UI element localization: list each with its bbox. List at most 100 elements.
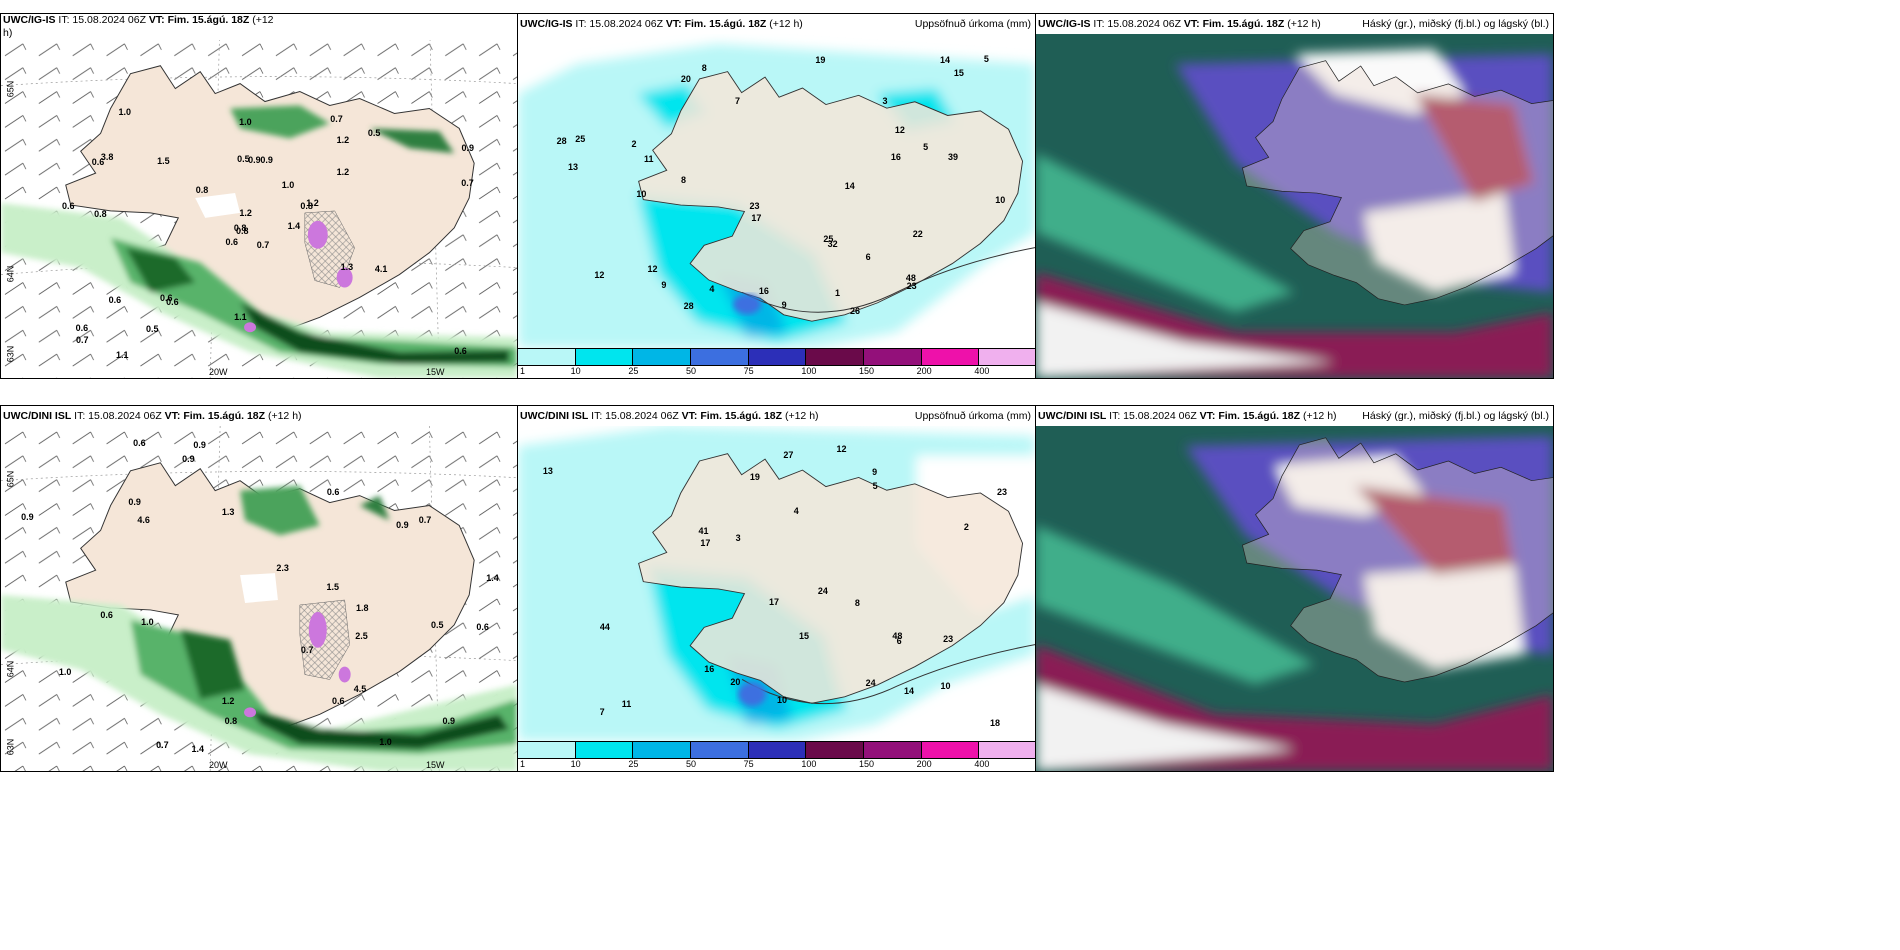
value-label: 0.9 [21, 512, 34, 523]
value-label: 12 [594, 270, 605, 281]
value-label: 17 [769, 597, 780, 608]
lat-label: 64N [5, 265, 16, 283]
colorbar-tick-label: 150 [859, 759, 875, 769]
value-label: 0.8 [236, 225, 249, 236]
value-label: 0.5 [367, 128, 381, 139]
value-label: 0.6 [61, 201, 75, 212]
colorbar-tick-label: 1 [520, 366, 526, 376]
colorbar-tick-label: 75 [743, 759, 754, 769]
lead-time: (+12 h) [769, 18, 803, 30]
value-label: 16 [704, 664, 715, 675]
colorbar-swatch [633, 741, 691, 759]
value-label: 0.9 [128, 497, 141, 508]
value-label: 5 [872, 480, 878, 491]
lat-label: 65N [5, 80, 16, 98]
lead-time: (+12 [252, 14, 274, 26]
value-label: 1.0 [281, 179, 295, 190]
value-label: 9 [872, 467, 878, 478]
value-label: 0.9 [461, 143, 475, 154]
value-label: 28 [556, 135, 567, 146]
issue-time: IT: 15.08.2024 06Z [1093, 18, 1181, 30]
value-label: 1.4 [191, 743, 204, 754]
lat-label: 63N [5, 345, 16, 363]
value-label: 1.2 [336, 135, 350, 146]
value-label: 10 [636, 189, 647, 200]
issue-time: IT: 15.08.2024 06Z [74, 410, 162, 422]
valid-time: VT: Fim. 15.ágú. 18Z [1183, 18, 1285, 30]
precip-map[interactable] [518, 426, 1035, 741]
value-label: 2.3 [276, 563, 289, 574]
value-label: 7 [599, 707, 605, 718]
value-label: 1.2 [336, 167, 350, 177]
value-label: 44 [599, 621, 610, 632]
colorbar-tick-label: 100 [801, 759, 817, 769]
value-label: 2 [631, 138, 637, 149]
value-label: 0.7 [330, 113, 343, 124]
colorbar-tick-label: 50 [686, 759, 697, 769]
issue-time: IT: 15.08.2024 06Z [58, 14, 146, 26]
value-label: 26 [849, 306, 860, 317]
value-label: 6 [865, 252, 871, 263]
value-label: 0.6 [166, 297, 179, 308]
model-name: UWC/DINI ISL [520, 410, 589, 422]
value-label: 18 [990, 717, 1001, 728]
colorbar-swatch [806, 741, 864, 759]
value-label: 10 [777, 694, 788, 705]
colorbar-tick-label: 1 [520, 759, 526, 769]
value-label: 0.5 [237, 154, 250, 165]
lat-label: 65N [5, 470, 16, 488]
lat-label: 63N [5, 738, 16, 756]
value-label: 0.9 [182, 454, 195, 465]
colorbar-swatch [518, 348, 576, 366]
value-label: 4.6 [137, 514, 150, 525]
wind-map[interactable] [1, 426, 517, 771]
value-label: 1.5 [326, 581, 339, 592]
value-label: 39 [948, 152, 959, 163]
panel-top-wind: UWC/IG-IS IT: 15.08.2024 06Z VT: Fim. 15… [0, 13, 518, 379]
valid-time: VT: Fim. 15.ágú. 18Z [148, 14, 250, 26]
value-label: 6 [896, 636, 902, 647]
panel-title: Uppsöfnuð úrkoma (mm) [914, 410, 1031, 422]
wind-map[interactable] [1, 14, 517, 378]
value-label: 1.4 [287, 220, 301, 231]
panel-header: UWC/DINI ISL IT: 15.08.2024 06Z VT: Fim.… [1, 406, 517, 426]
value-label: 1.0 [379, 736, 392, 747]
colorbar-tick-label: 200 [916, 759, 932, 769]
value-label: 15 [798, 631, 809, 642]
value-label: 17 [751, 213, 762, 224]
colorbar-tick-label: 25 [628, 759, 639, 769]
value-label: 1.1 [234, 311, 247, 322]
colorbar-swatch [864, 741, 922, 759]
value-label: 0.6 [133, 438, 146, 449]
value-label: 0.7 [461, 178, 474, 189]
colorbar-swatch [691, 741, 749, 759]
model-name: UWC/IG-IS [3, 14, 56, 26]
value-label: 48 [892, 631, 903, 642]
value-label: 0.6 [108, 294, 122, 305]
value-label: 0.6 [159, 293, 173, 304]
value-label: 23 [749, 200, 760, 211]
valid-time: VT: Fim. 15.ágú. 18Z [164, 410, 266, 422]
colorbar-swatch [748, 741, 807, 759]
value-label: 10 [995, 194, 1006, 205]
value-label: 2 [963, 522, 969, 533]
cloud-map[interactable] [1036, 34, 1553, 378]
value-label: 0.7 [300, 645, 314, 656]
value-label: 25 [575, 133, 586, 144]
colorbar-tick-label: 150 [859, 366, 875, 376]
cloud-map[interactable] [1036, 426, 1553, 771]
value-label: 0.8 [300, 200, 313, 211]
panel-top-precip: UWC/IG-IS IT: 15.08.2024 06Z VT: Fim. 15… [517, 13, 1036, 379]
lon-label: 15W [426, 760, 445, 770]
value-label: 5 [983, 54, 989, 65]
value-label: 0.9 [442, 716, 455, 727]
issue-time: IT: 15.08.2024 06Z [591, 410, 679, 422]
panel-header: UWC/DINI ISL IT: 15.08.2024 06Z VT: Fim.… [1036, 406, 1553, 426]
value-label: 1.8 [355, 602, 369, 613]
value-label: 13 [567, 162, 578, 173]
valid-time: VT: Fim. 15.ágú. 18Z [681, 410, 783, 422]
precip-map[interactable] [518, 34, 1035, 348]
panel-title: Háský (gr.), miðský (fj.bl.) og lágský (… [1362, 410, 1549, 422]
value-label: 0.6 [100, 610, 113, 621]
value-label: 4.1 [374, 263, 388, 274]
